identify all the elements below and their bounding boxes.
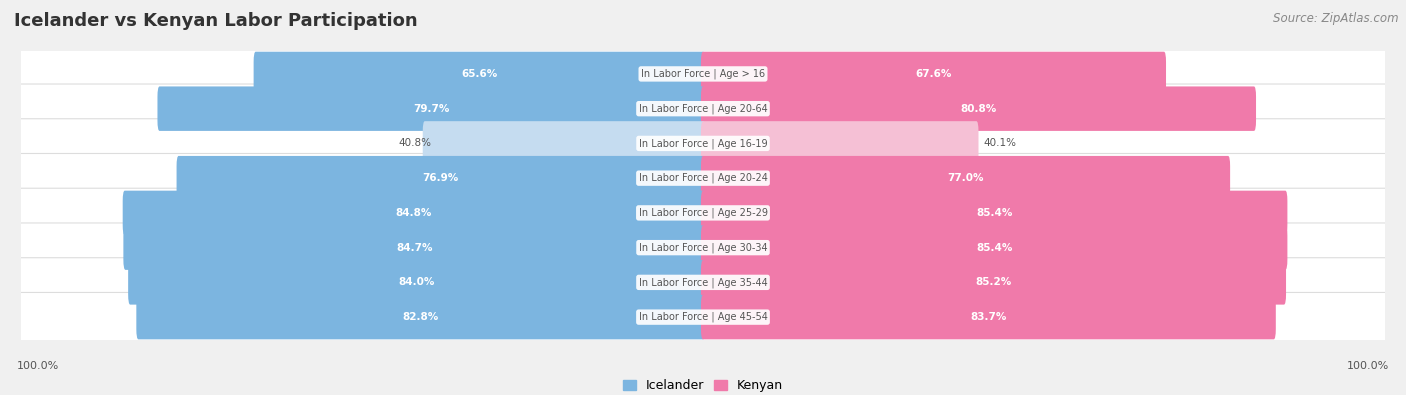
Text: 79.7%: 79.7% [413,103,450,114]
FancyBboxPatch shape [253,52,704,96]
FancyBboxPatch shape [702,156,1230,200]
Text: 40.8%: 40.8% [398,138,432,149]
FancyBboxPatch shape [702,226,1288,270]
Text: 100.0%: 100.0% [17,361,59,371]
Text: 77.0%: 77.0% [948,173,984,183]
Text: In Labor Force | Age 45-54: In Labor Force | Age 45-54 [638,312,768,322]
FancyBboxPatch shape [20,119,1386,168]
FancyBboxPatch shape [20,188,1386,237]
FancyBboxPatch shape [122,191,704,235]
FancyBboxPatch shape [20,223,1386,272]
Text: 85.4%: 85.4% [976,208,1012,218]
FancyBboxPatch shape [423,121,704,166]
Text: 76.9%: 76.9% [423,173,458,183]
Text: In Labor Force | Age > 16: In Labor Force | Age > 16 [641,69,765,79]
FancyBboxPatch shape [702,52,1166,96]
Text: In Labor Force | Age 16-19: In Labor Force | Age 16-19 [638,138,768,149]
Text: 80.8%: 80.8% [960,103,997,114]
FancyBboxPatch shape [20,154,1386,203]
Text: 85.2%: 85.2% [976,277,1012,288]
Text: 100.0%: 100.0% [1347,361,1389,371]
Text: In Labor Force | Age 30-34: In Labor Force | Age 30-34 [638,243,768,253]
FancyBboxPatch shape [157,87,704,131]
FancyBboxPatch shape [177,156,704,200]
Legend: Icelander, Kenyan: Icelander, Kenyan [619,374,787,395]
FancyBboxPatch shape [702,260,1286,305]
FancyBboxPatch shape [20,292,1386,342]
Text: 40.1%: 40.1% [983,138,1017,149]
Text: In Labor Force | Age 20-24: In Labor Force | Age 20-24 [638,173,768,183]
FancyBboxPatch shape [702,87,1256,131]
Text: Source: ZipAtlas.com: Source: ZipAtlas.com [1274,12,1399,25]
Text: 84.8%: 84.8% [395,208,432,218]
FancyBboxPatch shape [702,121,979,166]
FancyBboxPatch shape [702,191,1288,235]
FancyBboxPatch shape [128,260,704,305]
FancyBboxPatch shape [136,295,704,339]
Text: In Labor Force | Age 25-29: In Labor Force | Age 25-29 [638,208,768,218]
FancyBboxPatch shape [20,84,1386,134]
FancyBboxPatch shape [20,258,1386,307]
Text: 84.0%: 84.0% [398,277,434,288]
Text: Icelander vs Kenyan Labor Participation: Icelander vs Kenyan Labor Participation [14,12,418,30]
Text: 67.6%: 67.6% [915,69,952,79]
Text: In Labor Force | Age 35-44: In Labor Force | Age 35-44 [638,277,768,288]
FancyBboxPatch shape [20,49,1386,99]
Text: 85.4%: 85.4% [976,243,1012,253]
FancyBboxPatch shape [702,295,1275,339]
Text: 84.7%: 84.7% [396,243,433,253]
Text: 83.7%: 83.7% [970,312,1007,322]
FancyBboxPatch shape [124,226,704,270]
Text: 65.6%: 65.6% [461,69,498,79]
Text: In Labor Force | Age 20-64: In Labor Force | Age 20-64 [638,103,768,114]
Text: 82.8%: 82.8% [402,312,439,322]
